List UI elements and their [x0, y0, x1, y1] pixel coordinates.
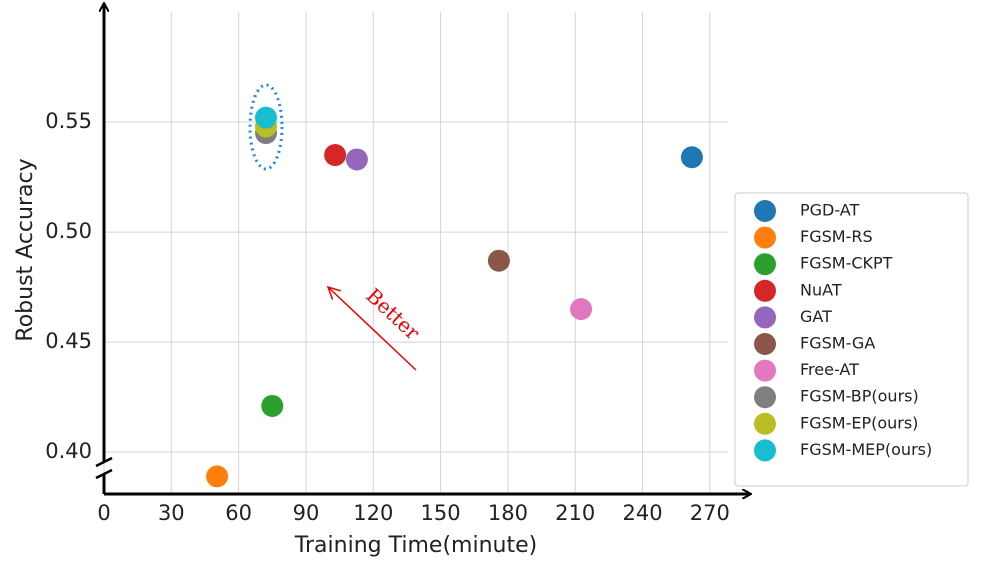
- legend-marker: [754, 279, 776, 302]
- x-tick-label: 270: [690, 501, 730, 525]
- legend: [734, 192, 969, 487]
- better-arrow: [328, 287, 417, 371]
- y-axis-label: Robust Accuracy: [13, 158, 38, 341]
- x-tick-label: 150: [421, 501, 461, 525]
- axis-break: [95, 456, 113, 468]
- legend-marker: [754, 386, 776, 409]
- point: [680, 146, 703, 169]
- point: [487, 249, 510, 272]
- legend-label: FGSM-CKPT: [800, 254, 893, 273]
- x-tick-label: 210: [555, 501, 595, 525]
- highlight-ellipse: [248, 83, 284, 171]
- x-tick-label: 240: [622, 501, 662, 525]
- legend-marker: [754, 333, 776, 355]
- legend-marker: [754, 200, 776, 222]
- legend-label: Free-AT: [800, 360, 859, 379]
- legend-label: FGSM-MEP(ours): [800, 440, 932, 459]
- axis-break: [95, 468, 113, 480]
- x-tick-label: 60: [225, 501, 252, 525]
- x-tick-label: 90: [293, 501, 320, 525]
- legend-label: FGSM-EP(ours): [800, 413, 918, 432]
- point: [261, 394, 284, 417]
- annotation: Better: [361, 283, 424, 345]
- point: [324, 144, 347, 167]
- legend-marker: [754, 412, 776, 435]
- point: [255, 106, 278, 129]
- legend-marker: [754, 306, 776, 329]
- legend-entries: PGD-AT FGSM-RS FGSM-CKPT NuAT GAT FGSM-GA Free…: [754, 200, 932, 462]
- x-tick-label: 30: [158, 501, 185, 525]
- legend-label: PGD-AT: [800, 201, 859, 220]
- x-axis-label: Training Time(minute): [294, 533, 537, 558]
- y-tick-label: 0.55: [45, 109, 92, 133]
- point: [206, 465, 229, 488]
- x-tick-label: 180: [488, 501, 528, 525]
- legend-marker: [754, 439, 776, 462]
- legend-label: NuAT: [800, 280, 842, 299]
- legend-label: FGSM-GA: [800, 334, 875, 353]
- legend-marker: [754, 359, 776, 382]
- x-tick-label: 0: [97, 501, 110, 525]
- legend-label: FGSM-BP(ours): [800, 387, 919, 406]
- y-tick-label: 0.45: [45, 329, 92, 353]
- y-tick-label: 0.40: [45, 439, 92, 463]
- points: [206, 106, 703, 488]
- point: [345, 148, 368, 171]
- grid: [103, 12, 728, 494]
- legend-label: FGSM-RS: [800, 227, 873, 246]
- x-tick-label: 120: [353, 501, 393, 525]
- y-tick-label: 0.50: [45, 219, 92, 243]
- legend-marker: [754, 226, 776, 249]
- legend-marker: [754, 253, 776, 276]
- legend-label: GAT: [800, 307, 832, 326]
- point: [570, 298, 593, 321]
